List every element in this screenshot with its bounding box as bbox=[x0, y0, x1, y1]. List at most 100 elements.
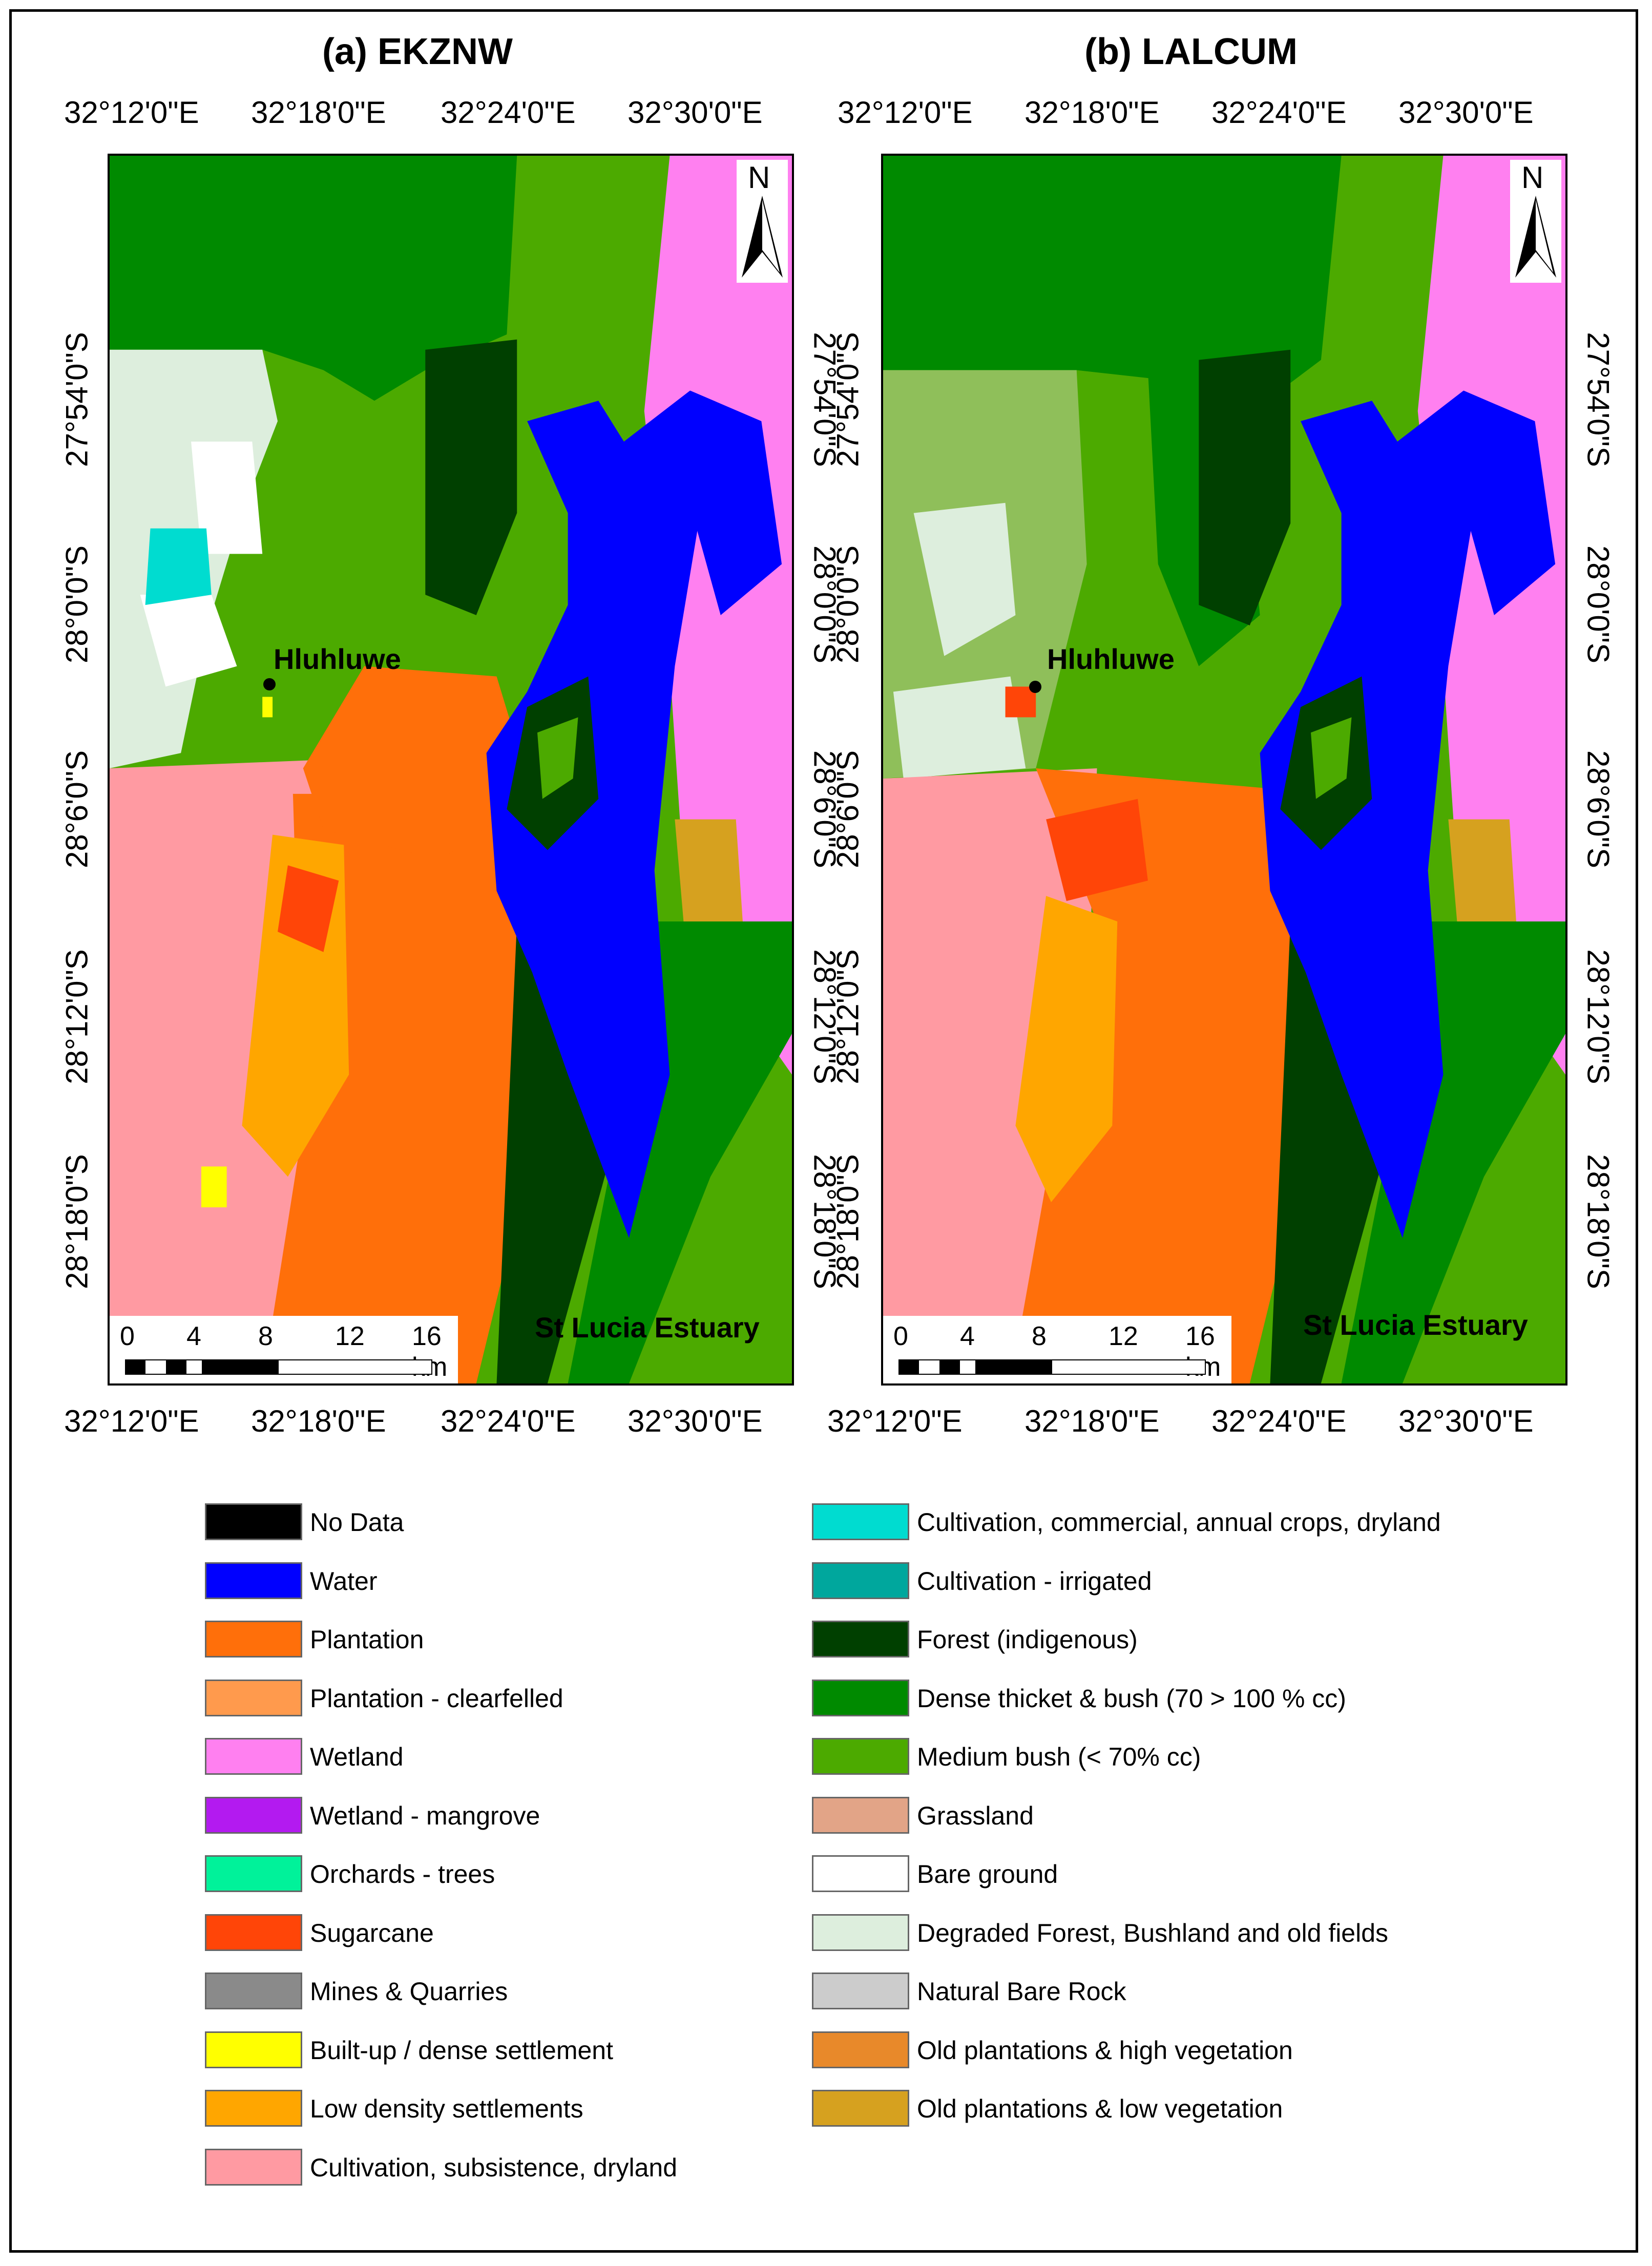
bottom-axis-label: 32°12'0"E bbox=[64, 1404, 199, 1438]
scale-bar-graphic bbox=[125, 1359, 432, 1375]
place-hluhluwe: Hluhluwe bbox=[1047, 643, 1175, 675]
panel-title-a: (a) EKZNW bbox=[322, 31, 513, 72]
legend-swatch bbox=[205, 2148, 302, 2186]
legend-label: No Data bbox=[310, 1508, 404, 1537]
north-arrow-icon bbox=[742, 196, 783, 278]
left-axis-label: 28°12'0"S bbox=[59, 949, 94, 1084]
legend-label: Mines & Quarries bbox=[310, 1977, 508, 2006]
left-axis-label: 28°0'0"S bbox=[830, 545, 865, 664]
legend-swatch bbox=[812, 1679, 909, 1716]
legend-label: Old plantations & high vegetation bbox=[917, 2036, 1293, 2065]
place-st-lucia-estuary: St Lucia Estuary bbox=[1303, 1309, 1528, 1341]
top-axis-label: 32°12'0"E bbox=[64, 95, 199, 130]
legend-swatch bbox=[205, 1738, 302, 1775]
bottom-axis-label: 32°30'0"E bbox=[628, 1404, 763, 1438]
left-axis-label: 28°6'0"S bbox=[830, 750, 865, 869]
legend-swatch bbox=[812, 1621, 909, 1657]
top-axis-label: 32°24'0"E bbox=[441, 95, 576, 130]
hluhluwe-marker bbox=[263, 678, 276, 690]
legend-label: Dense thicket & bush (70 > 100 % cc) bbox=[917, 1684, 1346, 1713]
legend-swatch bbox=[812, 1855, 909, 1892]
scale-label: 12 bbox=[335, 1321, 365, 1351]
bottom-axis-label: 32°18'0"E bbox=[251, 1404, 386, 1438]
legend-label: Wetland - mangrove bbox=[310, 1801, 540, 1830]
right-axis-label: 28°18'0"S bbox=[1581, 1154, 1616, 1289]
top-axis-label: 32°30'0"E bbox=[628, 95, 763, 130]
land-cover-raster-a bbox=[110, 156, 792, 1383]
legend-swatch bbox=[205, 1503, 302, 1540]
legend-label: Plantation bbox=[310, 1625, 424, 1654]
scale-label: 8 bbox=[258, 1321, 273, 1351]
legend-label: Plantation - clearfelled bbox=[310, 1684, 563, 1713]
bottom-axis-label: 32°18'0"E bbox=[1024, 1404, 1160, 1438]
legend-swatch bbox=[812, 1738, 909, 1775]
scale-label: 12 bbox=[1109, 1321, 1138, 1351]
left-axis-label: 28°12'0"S bbox=[830, 949, 865, 1084]
legend-label: Water bbox=[310, 1566, 378, 1596]
left-axis-label: 27°54'0"S bbox=[830, 332, 865, 467]
legend-label: Orchards - trees bbox=[310, 1860, 495, 1889]
legend-swatch bbox=[205, 1855, 302, 1892]
right-axis-label: 28°0'0"S bbox=[1581, 545, 1616, 664]
legend-swatch bbox=[812, 2031, 909, 2068]
legend-swatch bbox=[205, 1679, 302, 1716]
place-hluhluwe: Hluhluwe bbox=[274, 643, 401, 675]
land-cover-map-b: N Hluhluwe St Lucia Estuary 0 4 8 12 16 … bbox=[881, 154, 1567, 1386]
legend-label: Degraded Forest, Bushland and old fields bbox=[917, 1918, 1389, 1947]
legend-swatch bbox=[812, 1973, 909, 2009]
scale-label: 0 bbox=[120, 1321, 135, 1351]
scale-bar-graphic bbox=[898, 1359, 1206, 1375]
legend-label: Natural Bare Rock bbox=[917, 1977, 1126, 2006]
legend-label: Built-up / dense settlement bbox=[310, 2036, 613, 2065]
land-cover-map-a: N Hluhluwe St Lucia Estuary 0 4 8 12 16 … bbox=[108, 154, 794, 1386]
north-label: N bbox=[1521, 160, 1544, 195]
scale-bar: 0 4 8 12 16 km bbox=[110, 1316, 458, 1383]
bottom-axis-label: 32°24'0"E bbox=[1211, 1404, 1347, 1438]
legend-swatch bbox=[812, 1914, 909, 1951]
legend-swatch bbox=[205, 1796, 302, 1834]
land-cover-raster-b bbox=[883, 156, 1565, 1383]
legend-swatch bbox=[205, 1621, 302, 1657]
scale-label: 4 bbox=[186, 1321, 201, 1351]
left-axis-label: 28°18'0"S bbox=[830, 1154, 865, 1289]
panel-title-b: (b) LALCUM bbox=[1084, 31, 1298, 72]
legend-label: Sugarcane bbox=[310, 1918, 434, 1947]
top-axis-label: 32°18'0"E bbox=[251, 95, 386, 130]
left-axis-label: 28°18'0"S bbox=[59, 1154, 94, 1289]
top-axis-label: 32°24'0"E bbox=[1211, 95, 1347, 130]
legend-swatch bbox=[812, 1796, 909, 1834]
legend-label: Low density settlements bbox=[310, 2094, 583, 2123]
bottom-axis-label: 32°30'0"E bbox=[1398, 1404, 1534, 1438]
legend-swatch bbox=[205, 2090, 302, 2127]
legend-swatch bbox=[812, 2090, 909, 2127]
top-axis-label: 32°18'0"E bbox=[1024, 95, 1160, 130]
left-axis-label: 28°0'0"S bbox=[59, 545, 94, 664]
legend-label: Wetland bbox=[310, 1743, 404, 1771]
place-st-lucia-estuary: St Lucia Estuary bbox=[535, 1311, 760, 1344]
bottom-axis-label: 32°12'0"E bbox=[827, 1404, 963, 1438]
legend-swatch bbox=[205, 2031, 302, 2068]
right-axis-label: 27°54'0"S bbox=[1581, 332, 1616, 467]
right-axis-label: 28°6'0"S bbox=[1581, 750, 1616, 869]
north-arrow-icon bbox=[1515, 196, 1556, 278]
legend-swatch bbox=[205, 1973, 302, 2009]
left-axis-label: 27°54'0"S bbox=[59, 332, 94, 467]
right-axis-label: 28°12'0"S bbox=[1581, 949, 1616, 1084]
legend-swatch bbox=[205, 1562, 302, 1599]
scale-bar: 0 4 8 12 16 km bbox=[883, 1316, 1231, 1383]
scale-label: 0 bbox=[893, 1321, 908, 1351]
left-axis-label: 28°6'0"S bbox=[59, 750, 94, 869]
legend-swatch bbox=[205, 1914, 302, 1951]
scale-label: 4 bbox=[960, 1321, 975, 1351]
top-axis-label: 32°12'0"E bbox=[838, 95, 973, 130]
north-label: N bbox=[748, 160, 770, 195]
legend-label: Bare ground bbox=[917, 1860, 1058, 1889]
legend-label: Old plantations & low vegetation bbox=[917, 2094, 1283, 2123]
legend-swatch bbox=[812, 1503, 909, 1540]
north-arrow: N bbox=[737, 160, 788, 283]
figure-frame bbox=[9, 9, 1638, 2253]
bottom-axis-label: 32°24'0"E bbox=[441, 1404, 576, 1438]
legend-label: Cultivation - irrigated bbox=[917, 1566, 1152, 1596]
legend-label: Cultivation, commercial, annual crops, d… bbox=[917, 1508, 1441, 1537]
legend-label: Cultivation, subsistence, dryland bbox=[310, 2153, 678, 2182]
